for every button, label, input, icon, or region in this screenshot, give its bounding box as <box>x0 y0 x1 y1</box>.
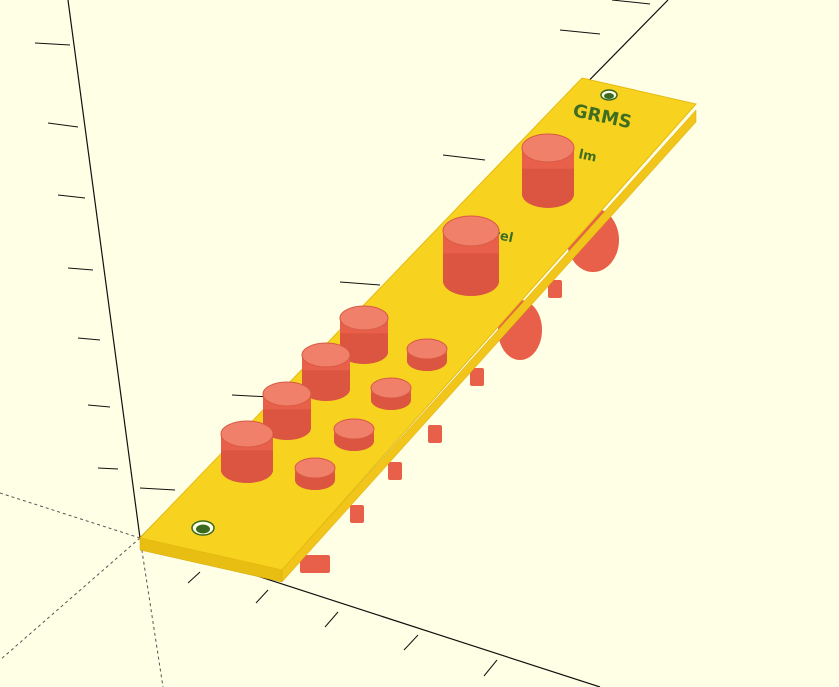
knob-shadow <box>334 434 374 451</box>
knob-top <box>339 305 389 331</box>
neg-y-axis <box>0 537 141 661</box>
mount-hole-top-inner <box>604 93 614 99</box>
knob-top <box>294 457 336 479</box>
under-jack <box>428 425 442 443</box>
knob <box>220 420 274 483</box>
knob <box>406 338 448 371</box>
x-tick <box>324 611 339 628</box>
knob-top <box>333 418 375 440</box>
knob-top <box>406 338 448 360</box>
under-jack <box>300 555 330 573</box>
x-axis-ticks <box>187 571 498 677</box>
knob <box>442 215 500 296</box>
z-tick <box>34 42 71 46</box>
neg-z-axis <box>139 537 164 687</box>
knob-top <box>521 133 575 163</box>
y-tick <box>442 154 486 161</box>
panel-top-face <box>139 77 697 571</box>
x-tick <box>403 634 419 651</box>
under-jack <box>470 368 484 386</box>
z-tick <box>87 404 111 408</box>
z-tick <box>47 122 79 128</box>
upper-knob-label: lm <box>577 147 598 165</box>
y-tick <box>139 487 176 491</box>
knob <box>339 305 389 364</box>
y-tick <box>559 29 601 35</box>
front-panel: GRMS lm level <box>139 77 697 583</box>
knob <box>370 377 412 410</box>
z-tick <box>97 467 119 470</box>
z-tick <box>77 337 101 341</box>
knob-top <box>370 377 412 399</box>
knobs <box>220 133 575 490</box>
y-tick <box>611 0 651 5</box>
under-jack <box>548 280 562 298</box>
z-tick <box>57 194 86 199</box>
knob-shadow <box>295 473 335 490</box>
z-axis-ticks <box>34 42 119 470</box>
knob <box>521 133 575 208</box>
knob-shadow <box>340 333 388 364</box>
x-tick <box>255 589 269 604</box>
z-tick <box>67 267 94 271</box>
knob-shadow <box>371 393 411 410</box>
y-tick <box>339 281 381 286</box>
knob-shadow <box>522 168 574 208</box>
knob-shadow <box>443 253 499 296</box>
neg-x-axis <box>0 492 141 539</box>
z-axis <box>67 0 141 539</box>
knob-top <box>442 215 500 247</box>
knob-top <box>301 342 351 368</box>
knob <box>262 381 312 440</box>
x-tick <box>187 571 201 584</box>
knob-shadow <box>302 370 350 401</box>
under-jack <box>350 505 364 523</box>
panel-side-face <box>281 109 697 583</box>
mount-hole-bottom-inner <box>196 524 210 534</box>
knob <box>294 457 336 490</box>
knob-shadow <box>263 409 311 440</box>
knob-top <box>262 381 312 407</box>
under-jack <box>388 462 402 480</box>
knob <box>333 418 375 451</box>
knob-shadow <box>221 450 273 483</box>
knob <box>301 342 351 401</box>
x-tick <box>483 659 498 677</box>
knob-top <box>220 420 274 448</box>
knob-shadow <box>407 354 447 371</box>
